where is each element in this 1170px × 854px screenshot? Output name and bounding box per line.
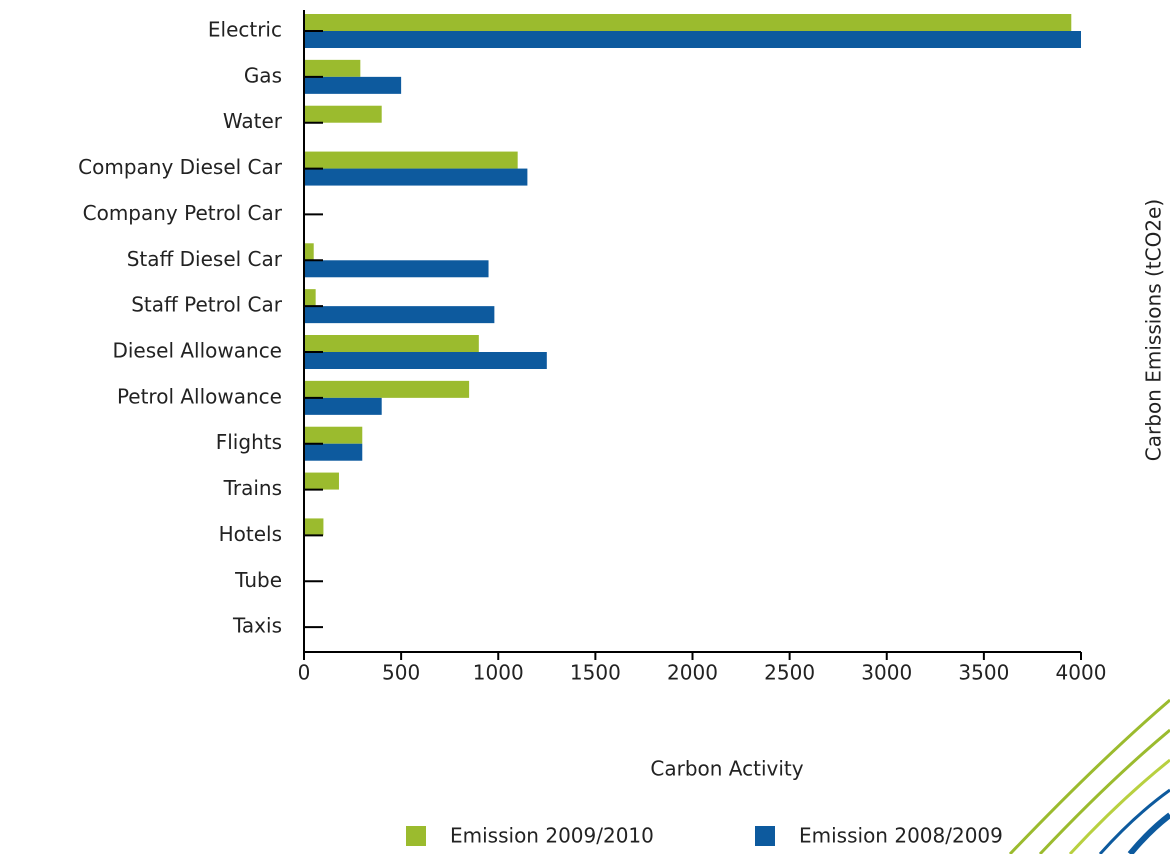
- bar: [304, 168, 528, 186]
- bar: [304, 14, 1072, 31]
- bar: [304, 335, 479, 352]
- y-tick-label: Company Petrol Car: [83, 201, 283, 225]
- bar: [304, 76, 402, 94]
- x-tick-label: 2000: [667, 661, 718, 685]
- y-tick-label: Staff Petrol Car: [131, 293, 283, 317]
- x-axis-label: Carbon Activity: [650, 757, 803, 781]
- x-tick-label: 500: [382, 661, 420, 685]
- bar: [304, 443, 363, 461]
- legend-swatch: [406, 826, 426, 846]
- legend-label: Emission 2009/2010: [450, 824, 654, 848]
- x-tick-label: 1000: [473, 661, 524, 685]
- bar: [304, 31, 1081, 48]
- x-tick-label: 4000: [1056, 661, 1107, 685]
- y-tick-label: Hotels: [219, 522, 282, 546]
- bar: [304, 352, 547, 369]
- bar: [304, 306, 495, 324]
- legend-swatch: [755, 826, 775, 846]
- y-tick-label: Trains: [223, 476, 282, 500]
- y-tick-label: Flights: [216, 430, 282, 454]
- x-tick-label: 3500: [958, 661, 1009, 685]
- y-tick-label: Staff Diesel Car: [127, 247, 283, 271]
- decoration: [1008, 698, 1170, 854]
- y-tick-label: Tube: [234, 568, 282, 592]
- bar: [304, 397, 382, 415]
- bar: [304, 426, 363, 444]
- bar: [304, 472, 339, 490]
- y-tick-label: Company Diesel Car: [78, 155, 283, 179]
- y-tick-label: Electric: [208, 18, 282, 42]
- bar: [304, 243, 314, 261]
- y-tick-label: Water: [223, 109, 283, 133]
- bar: [304, 151, 518, 169]
- y-tick-label: Diesel Allowance: [112, 339, 282, 363]
- x-tick-label: 0: [298, 661, 311, 685]
- y-tick-label: Taxis: [232, 614, 282, 638]
- bar: [304, 260, 489, 278]
- x-tick-label: 1500: [570, 661, 621, 685]
- y-tick-label: Gas: [244, 63, 282, 87]
- legend-label: Emission 2008/2009: [799, 824, 1003, 848]
- bar: [304, 518, 324, 536]
- bar: [304, 289, 316, 307]
- bar: [304, 105, 382, 123]
- bar: [304, 59, 361, 77]
- x-tick-label: 3000: [861, 661, 912, 685]
- side-axis-label: Carbon Emissions (tCO2e): [1142, 199, 1166, 461]
- bar: [304, 380, 470, 398]
- x-tick-label: 2500: [764, 661, 815, 685]
- y-tick-label: Petrol Allowance: [117, 384, 282, 408]
